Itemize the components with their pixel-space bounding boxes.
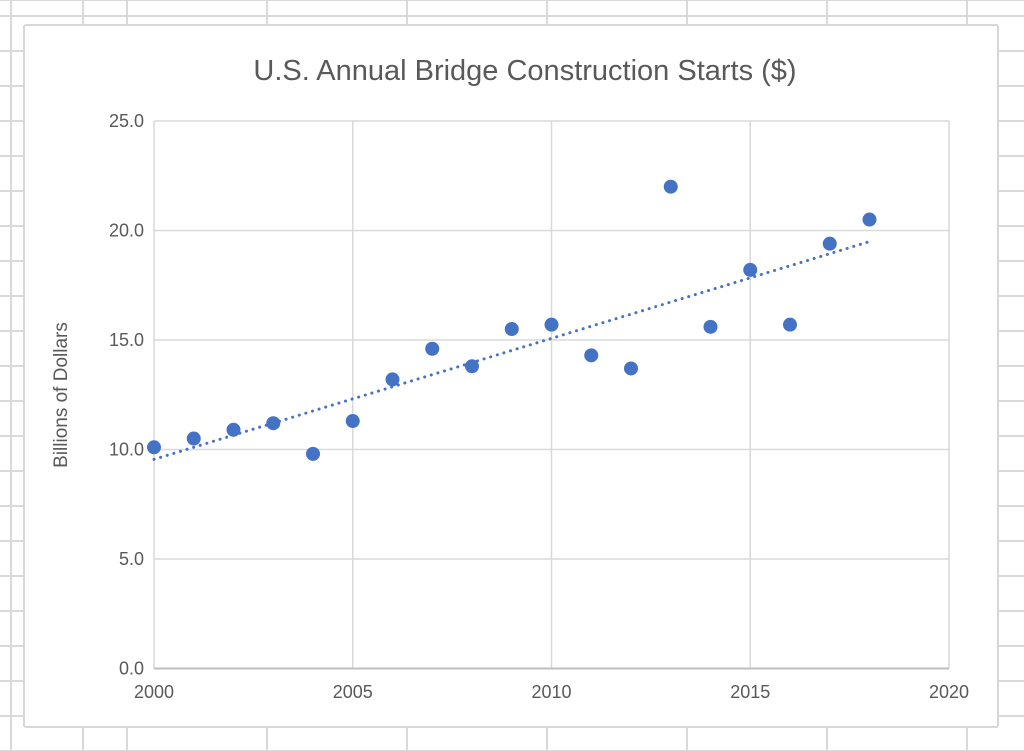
x-tick-label: 2010: [531, 682, 571, 702]
data-point-2018[interactable]: [862, 212, 877, 227]
data-point-2009[interactable]: [504, 322, 519, 337]
data-point-2010[interactable]: [544, 317, 559, 332]
trendline[interactable]: [152, 238, 875, 461]
data-point-2016[interactable]: [783, 317, 797, 332]
chart-container[interactable]: 2000 2005 2010 2015 2020 0.0 5.0 10.0 15.0 20.0 25…: [23, 24, 999, 728]
data-point-2014[interactable]: [703, 319, 718, 334]
scatter-chart[interactable]: 2000 2005 2010 2015 2020 0.0 5.0 10.0 15.0 20.0 25…: [25, 26, 1001, 730]
data-point-2001[interactable]: [186, 431, 201, 446]
chart-title: U.S. Annual Bridge Construction Starts (…: [253, 55, 796, 87]
spreadsheet-column-gridline: [10, 0, 12, 751]
data-point-2005[interactable]: [345, 414, 360, 429]
data-point-2017[interactable]: [822, 236, 837, 251]
y-axis-title: Billions of Dollars: [51, 322, 72, 468]
x-tick-label: 2020: [929, 682, 969, 702]
data-point-2008[interactable]: [465, 359, 479, 374]
data-point-2000[interactable]: [147, 440, 161, 455]
y-tick-label: 0.0: [119, 659, 144, 679]
data-point-2003[interactable]: [266, 416, 281, 431]
data-point-2006[interactable]: [385, 372, 400, 387]
data-point-2007[interactable]: [425, 341, 440, 356]
data-point-2004[interactable]: [306, 446, 320, 461]
y-tick-label: 25.0: [109, 111, 144, 131]
x-tick-label: 2015: [730, 682, 770, 702]
data-point-2002[interactable]: [226, 422, 241, 437]
x-tick-label: 2000: [134, 682, 174, 702]
y-tick-label: 20.0: [109, 221, 144, 241]
y-tick-label: 10.0: [109, 440, 144, 460]
y-tick-label: 15.0: [109, 330, 144, 350]
data-point-2015[interactable]: [743, 262, 758, 277]
y-tick-label: 5.0: [119, 549, 144, 569]
data-point-2011[interactable]: [584, 348, 599, 363]
data-point-2013[interactable]: [663, 179, 678, 194]
data-point-2012[interactable]: [624, 361, 638, 376]
x-tick-label: 2005: [333, 682, 373, 702]
